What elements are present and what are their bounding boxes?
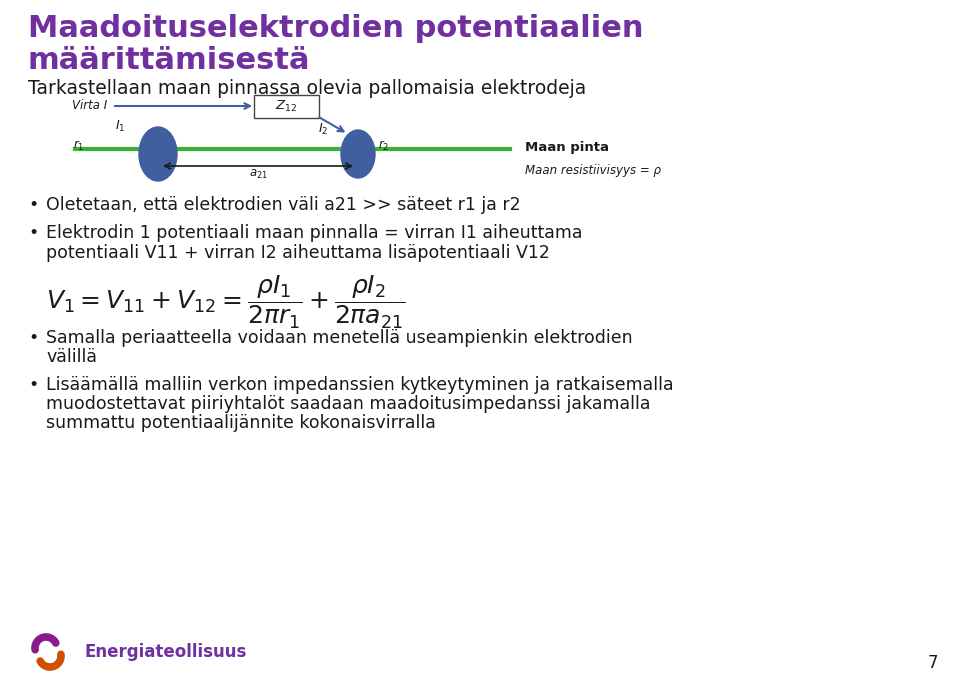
Text: $a_{21}$: $a_{21}$ [249,168,268,181]
Text: $r_2$: $r_2$ [378,139,389,153]
Text: Samalla periaatteella voidaan menetellä useampienkin elektrodien: Samalla periaatteella voidaan menetellä … [46,329,633,347]
Text: Maan pinta: Maan pinta [525,140,609,153]
Text: Elektrodin 1 potentiaali maan pinnalla = virran I1 aiheuttama: Elektrodin 1 potentiaali maan pinnalla =… [46,224,583,242]
Text: Tarkastellaan maan pinnassa olevia pallomaisia elektrodeja: Tarkastellaan maan pinnassa olevia pallo… [28,79,587,98]
Text: muodostettavat piiriyhtalöt saadaan maadoitusimpedanssi jakamalla: muodostettavat piiriyhtalöt saadaan maad… [46,395,651,413]
Text: •: • [28,376,38,394]
Text: määrittämisestä: määrittämisestä [28,46,310,75]
Text: •: • [28,329,38,347]
Text: 7: 7 [927,654,938,672]
Text: Oletetaan, että elektrodien väli a21 >> säteet r1 ja r2: Oletetaan, että elektrodien väli a21 >> … [46,196,520,214]
Text: potentiaali V11 + virran I2 aiheuttama lisäpotentiaali V12: potentiaali V11 + virran I2 aiheuttama l… [46,244,550,262]
Text: Energiateollisuus: Energiateollisuus [85,643,248,661]
Text: $I_2$: $I_2$ [318,122,328,137]
Text: Maan resistiivisyys = ρ: Maan resistiivisyys = ρ [525,164,661,177]
Text: välillä: välillä [46,348,97,366]
Text: $V_1 = V_{11} + V_{12} = \dfrac{\rho I_1}{2\pi r_1} + \dfrac{\rho I_2}{2\pi a_{2: $V_1 = V_{11} + V_{12} = \dfrac{\rho I_1… [46,274,405,331]
Text: Lisäämällä malliin verkon impedanssien kytkeytyminen ja ratkaisemalla: Lisäämällä malliin verkon impedanssien k… [46,376,674,394]
Ellipse shape [341,130,375,178]
Text: $Z_{12}$: $Z_{12}$ [275,98,297,114]
Text: •: • [28,224,38,242]
Text: •: • [28,196,38,214]
FancyBboxPatch shape [253,94,319,118]
Text: $I_1$: $I_1$ [115,119,126,134]
Text: summattu potentiaalijännite kokonaisvirralla: summattu potentiaalijännite kokonaisvirr… [46,414,436,432]
Text: Maadoituselektrodien potentiaalien: Maadoituselektrodien potentiaalien [28,14,643,43]
Text: Virta I: Virta I [72,99,108,112]
Ellipse shape [139,127,177,181]
Text: $r_1$: $r_1$ [73,139,84,153]
